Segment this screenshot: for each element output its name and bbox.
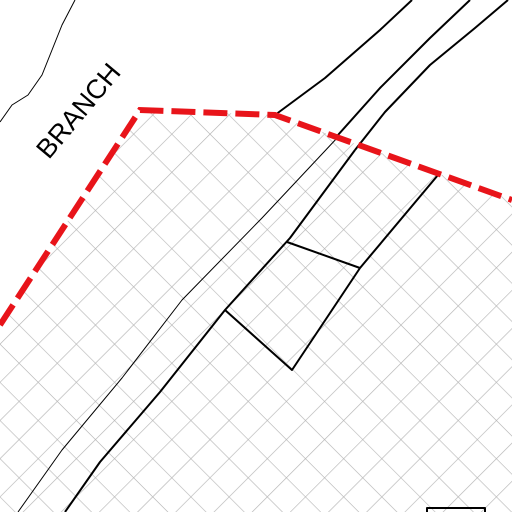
road-edge (337, 0, 471, 136)
boundary (0, 106, 512, 327)
parcel-line (224, 174, 439, 371)
road-edge (64, 149, 356, 512)
parcel-line (426, 507, 486, 512)
parcel-line (286, 241, 361, 269)
road-edge (274, 0, 413, 116)
stream-line (0, 0, 76, 123)
road-edge (17, 136, 339, 512)
road-edge (354, 0, 509, 151)
